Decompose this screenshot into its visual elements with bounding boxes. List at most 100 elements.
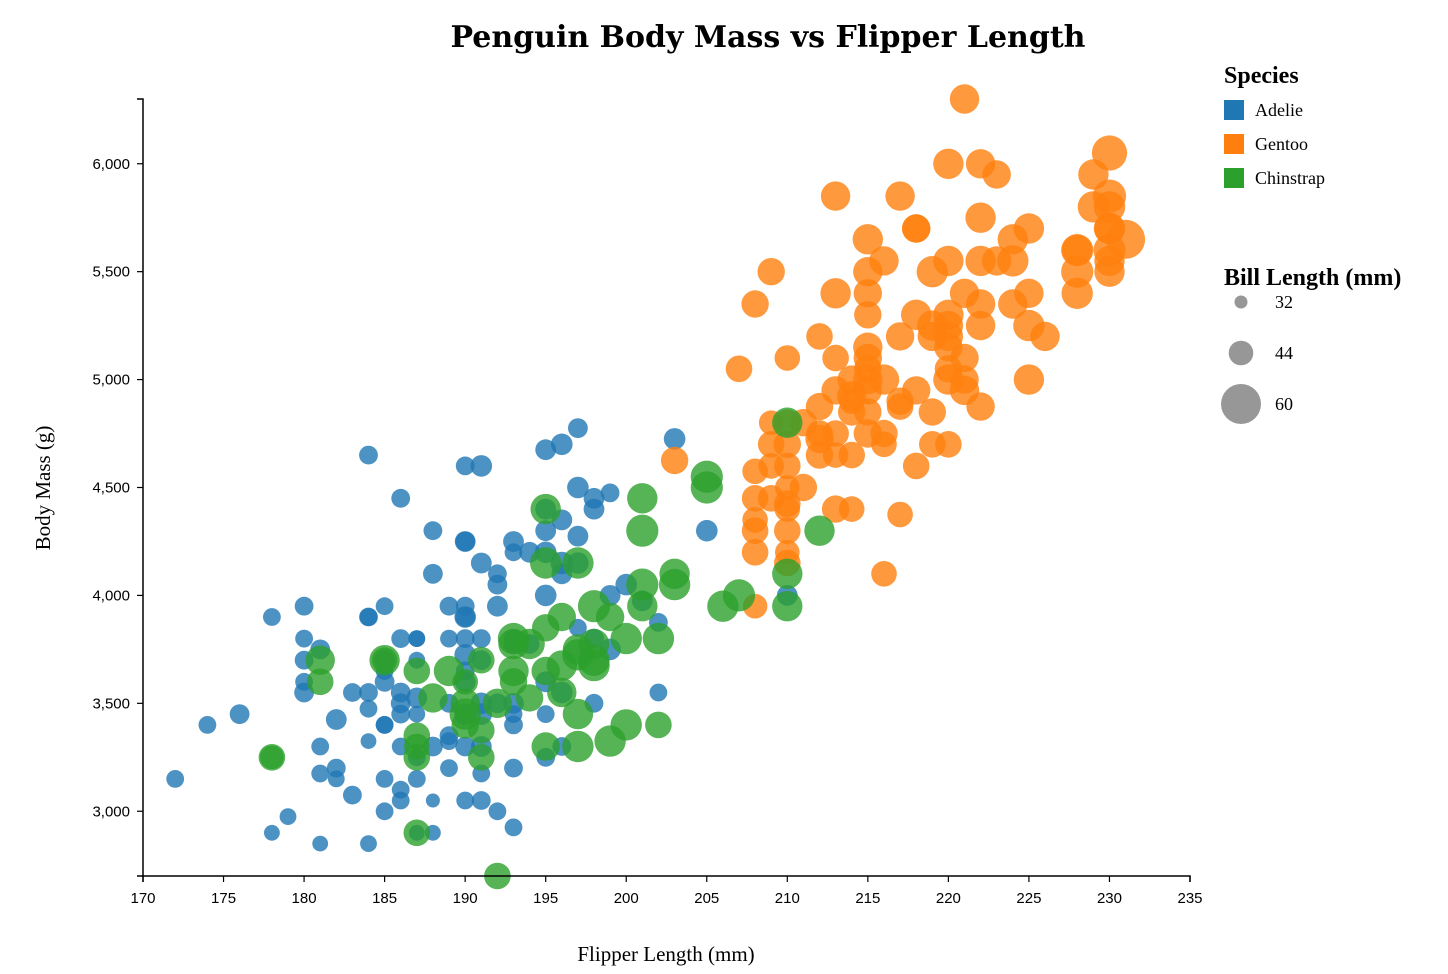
data-point-adelie bbox=[391, 791, 410, 810]
data-point-gentoo bbox=[838, 441, 865, 469]
x-tick-label: 225 bbox=[1016, 890, 1041, 907]
data-point-chinstrap bbox=[690, 471, 723, 504]
data-point-chinstrap bbox=[627, 591, 658, 622]
y-ticks: 3,000 3,500 4,000 4,500 5,000 5,500 6,000 bbox=[92, 156, 143, 820]
data-point-chinstrap bbox=[658, 568, 691, 601]
data-point-adelie bbox=[455, 629, 475, 648]
data-point-adelie bbox=[504, 818, 523, 837]
data-point-gentoo bbox=[741, 517, 769, 544]
data-point-adelie bbox=[425, 793, 440, 808]
data-point-adelie bbox=[567, 476, 589, 499]
x-ticks: 170 175 180 185 190 195 200 205 210 215 220 225 230 2… bbox=[130, 876, 1203, 907]
data-point-adelie bbox=[440, 629, 458, 648]
data-point-adelie bbox=[294, 596, 314, 616]
y-tick-label: 4,000 bbox=[92, 587, 130, 604]
data-point-gentoo bbox=[997, 245, 1029, 277]
data-point-gentoo bbox=[950, 343, 979, 373]
x-tick-label: 220 bbox=[936, 890, 961, 907]
y-tick-label: 4,500 bbox=[92, 480, 130, 497]
data-point-adelie bbox=[440, 759, 458, 777]
data-point-gentoo bbox=[660, 446, 689, 475]
y-tick-label: 5,000 bbox=[92, 372, 130, 389]
data-point-gentoo bbox=[1062, 234, 1093, 266]
data-point-gentoo bbox=[933, 148, 964, 179]
data-point-adelie bbox=[198, 716, 217, 734]
series-chinstrap bbox=[258, 407, 835, 890]
data-point-gentoo bbox=[868, 364, 900, 395]
data-point-gentoo bbox=[1030, 321, 1060, 352]
x-tick-label: 215 bbox=[855, 890, 880, 907]
data-point-gentoo bbox=[871, 431, 897, 458]
data-point-gentoo bbox=[887, 501, 913, 528]
data-point-gentoo bbox=[774, 517, 801, 544]
data-point-adelie bbox=[360, 733, 377, 749]
x-tick-label: 235 bbox=[1177, 890, 1202, 907]
data-point-adelie bbox=[408, 630, 426, 647]
data-point-gentoo bbox=[1094, 256, 1125, 287]
data-point-adelie bbox=[504, 715, 523, 735]
data-point-gentoo bbox=[965, 289, 996, 319]
data-point-gentoo bbox=[822, 344, 849, 372]
data-point-gentoo bbox=[854, 301, 882, 329]
data-point-adelie bbox=[375, 597, 394, 616]
x-axis-line bbox=[142, 875, 1191, 882]
x-tick-label: 230 bbox=[1097, 890, 1122, 907]
data-point-gentoo bbox=[1106, 219, 1146, 259]
data-point-gentoo bbox=[902, 376, 931, 405]
data-point-adelie bbox=[263, 608, 281, 626]
data-point-chinstrap bbox=[610, 709, 642, 741]
data-point-gentoo bbox=[774, 452, 801, 480]
data-point-adelie bbox=[663, 428, 686, 450]
data-point-adelie bbox=[407, 770, 426, 788]
data-point-gentoo bbox=[725, 355, 753, 383]
x-tick-label: 195 bbox=[533, 890, 558, 907]
data-point-adelie bbox=[440, 732, 458, 750]
data-point-chinstrap bbox=[772, 591, 803, 622]
data-point-chinstrap bbox=[627, 483, 658, 514]
data-point-gentoo bbox=[933, 245, 964, 277]
data-point-adelie bbox=[456, 791, 475, 810]
data-point-adelie bbox=[166, 770, 185, 788]
data-point-gentoo bbox=[774, 496, 801, 522]
data-point-adelie bbox=[696, 519, 718, 542]
x-tick-label: 170 bbox=[130, 890, 155, 907]
data-point-adelie bbox=[408, 705, 426, 723]
x-tick-label: 175 bbox=[211, 890, 236, 907]
data-point-chinstrap bbox=[562, 698, 594, 730]
data-point-gentoo bbox=[854, 398, 882, 426]
data-point-adelie bbox=[391, 629, 411, 648]
data-point-gentoo bbox=[982, 160, 1011, 189]
data-point-gentoo bbox=[806, 323, 833, 350]
data-point-adelie bbox=[264, 824, 280, 841]
data-point-chinstrap bbox=[403, 744, 431, 771]
data-point-adelie bbox=[536, 705, 555, 723]
data-point-chinstrap bbox=[642, 622, 675, 655]
legend-size-circle bbox=[1228, 340, 1254, 366]
axes: 170 175 180 185 190 195 200 205 210 215 220 225 230 2… bbox=[92, 98, 1203, 907]
data-point-chinstrap bbox=[645, 711, 672, 739]
data-point-adelie bbox=[343, 785, 362, 805]
x-tick-label: 210 bbox=[775, 890, 800, 907]
data-point-chinstrap bbox=[371, 647, 398, 673]
legend-size-circle bbox=[1221, 384, 1261, 424]
legend-swatch-gentoo bbox=[1224, 134, 1244, 154]
data-point-adelie bbox=[470, 552, 492, 574]
data-point-adelie bbox=[583, 498, 605, 520]
data-point-adelie bbox=[487, 595, 508, 617]
y-tick-label: 5,500 bbox=[92, 264, 130, 281]
data-point-adelie bbox=[454, 531, 476, 552]
data-point-gentoo bbox=[773, 430, 801, 458]
data-point-adelie bbox=[568, 418, 588, 438]
legend-size-title: Bill Length (mm) bbox=[1224, 265, 1401, 291]
legend-swatch-chinstrap bbox=[1224, 168, 1244, 188]
data-point-chinstrap bbox=[482, 688, 513, 718]
data-point-adelie bbox=[279, 808, 297, 825]
data-point-chinstrap bbox=[403, 657, 431, 685]
x-tick-label: 185 bbox=[372, 890, 397, 907]
x-tick-label: 200 bbox=[614, 890, 639, 907]
data-point-adelie bbox=[487, 574, 508, 595]
data-point-adelie bbox=[391, 704, 411, 724]
data-point-adelie bbox=[535, 520, 557, 542]
data-point-adelie bbox=[455, 456, 475, 476]
